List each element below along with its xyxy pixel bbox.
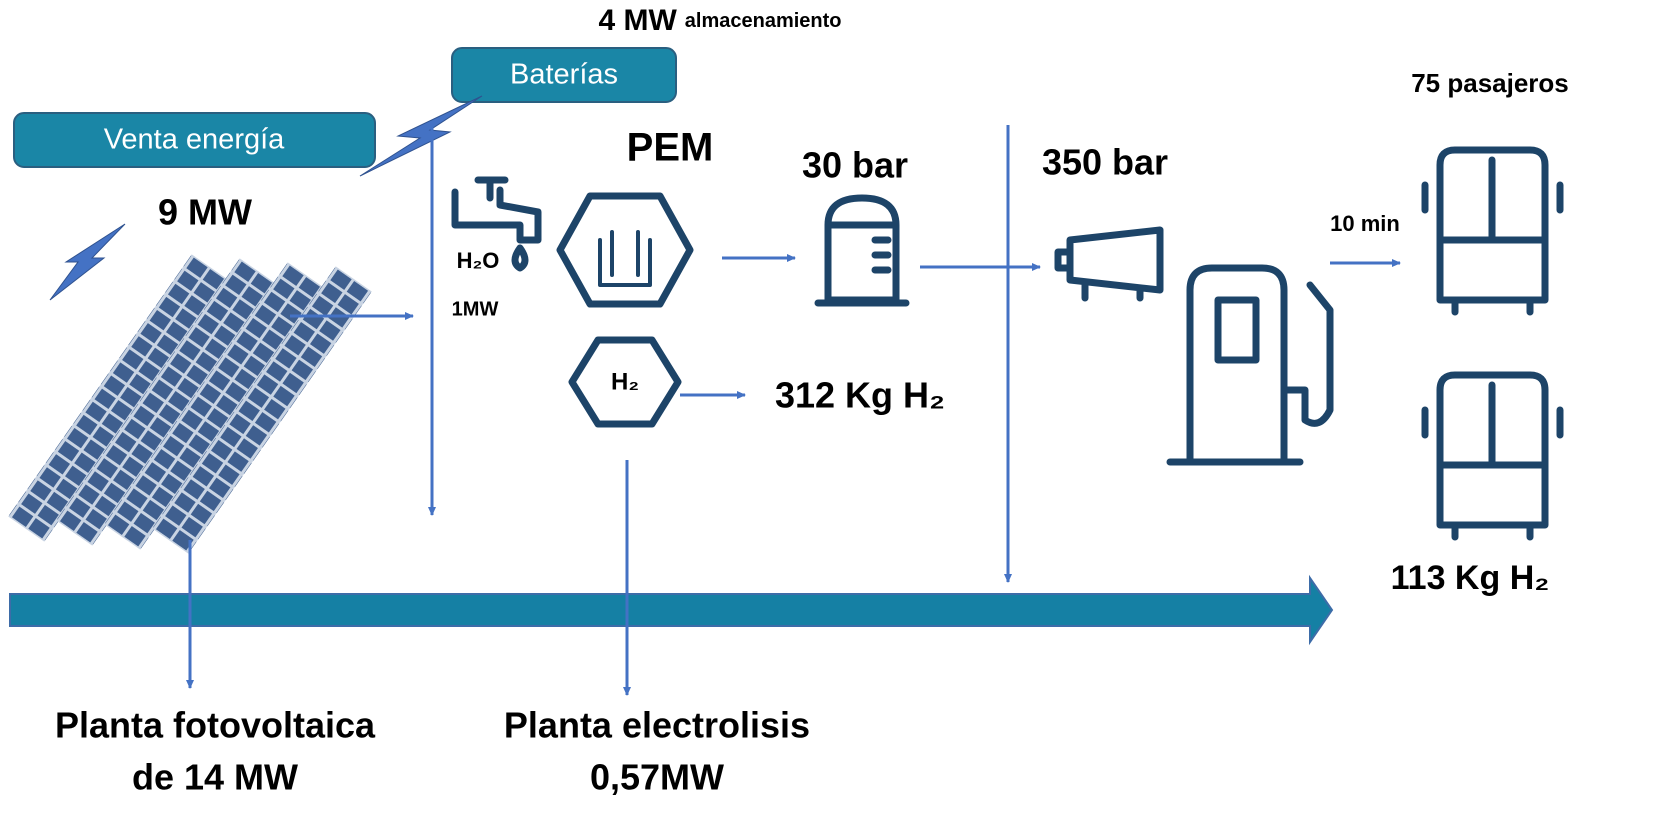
pv-title: de 14 MW	[132, 757, 298, 798]
lightning	[360, 96, 482, 176]
tank-pressure: 30 bar	[802, 145, 908, 186]
pv-feed: 1MW	[452, 298, 499, 320]
electrolysis-title: 0,57MW	[590, 757, 724, 798]
bus-icon	[1425, 375, 1560, 537]
fuel-pump-icon	[1170, 268, 1330, 462]
solar-panels	[8, 254, 372, 553]
electrolyzer-icon	[560, 196, 690, 304]
storage-capacity: 4 MW	[598, 4, 677, 37]
water-label: H₂O	[457, 248, 500, 273]
lightning	[50, 224, 125, 300]
tank-icon	[818, 198, 906, 303]
compressor-icon	[1058, 230, 1160, 298]
pv-output: 9 MW	[158, 192, 252, 233]
pv-title: Planta fotovoltaica	[55, 705, 376, 746]
electrolysis-title: Planta electrolisis	[504, 705, 810, 746]
h2-icon-label: H₂	[611, 368, 639, 395]
sale-label: Venta energía	[104, 124, 285, 156]
refuel-time: 10 min	[1330, 211, 1400, 236]
storage-label: 4 MW almacenamiento	[598, 4, 841, 37]
bus-icon	[1425, 150, 1560, 312]
batteries-label: Baterías	[510, 59, 618, 91]
diagram: 4 MW almacenamiento Baterías Venta energí…	[0, 0, 1655, 839]
storage-unit: almacenamiento	[685, 10, 842, 32]
h2-production: 312 Kg H₂	[775, 375, 945, 416]
h2-consumption: 113 Kg H₂	[1391, 559, 1550, 597]
electrolysis-tech: PEM	[627, 126, 714, 170]
passengers: 75 pasajeros	[1411, 68, 1569, 98]
compressor-pressure: 350 bar	[1042, 142, 1168, 183]
timeline-arrow	[10, 578, 1332, 642]
